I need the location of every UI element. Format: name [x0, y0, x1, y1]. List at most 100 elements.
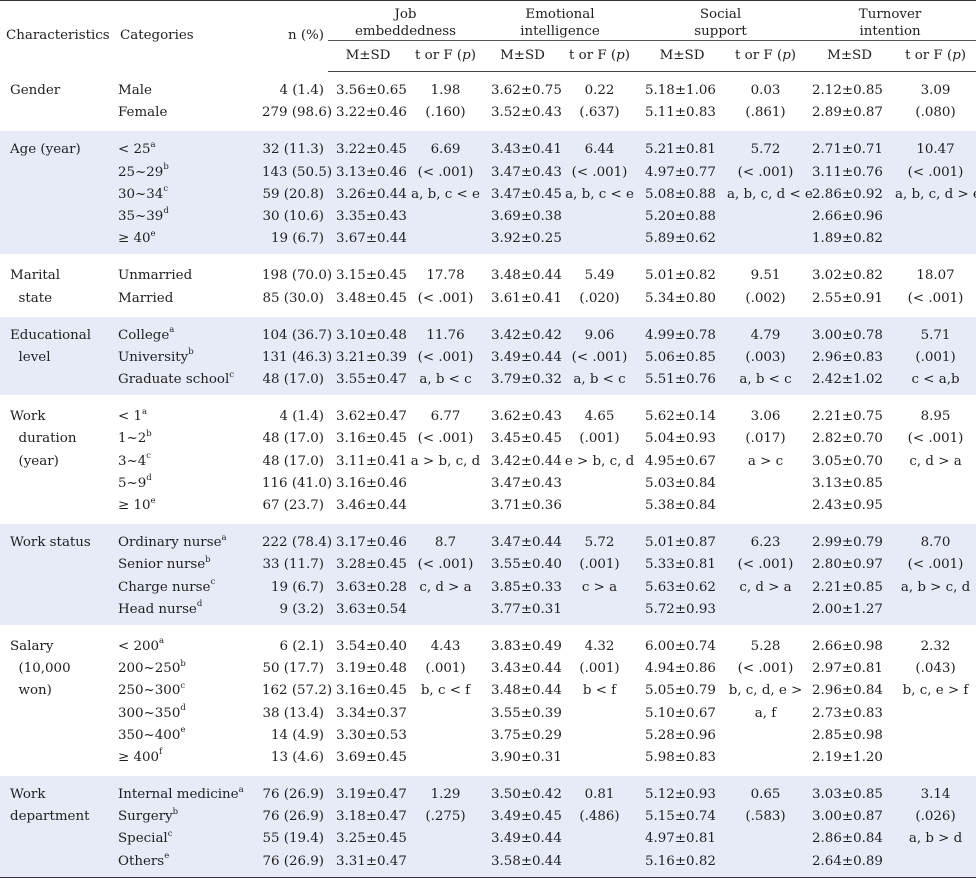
- header-msd-ei: M±SD: [483, 44, 562, 72]
- category-superscript: a: [238, 784, 244, 795]
- job-msd-value: 3.26±0.44: [336, 186, 407, 202]
- ss-msd-value: 4.99±0.78: [645, 327, 716, 343]
- characteristic-label: Work: [10, 409, 46, 425]
- job-tf-cell: 8.7 (< .001) c, d > a: [408, 522, 483, 628]
- ss-tf-value: 5.72: [750, 142, 781, 158]
- ss-msd-value: 5.63±0.62: [645, 579, 716, 595]
- category-superscript: c: [167, 828, 173, 839]
- header-group-ss: Social support: [637, 0, 805, 44]
- job-tf-value: b, c < f: [420, 683, 471, 699]
- n-pct-value: 48 (17.0): [262, 431, 324, 447]
- category-label: Universityb: [118, 347, 262, 369]
- ss-tf-value: (.583): [745, 809, 786, 825]
- ti-msd-value: 3.11±0.76: [812, 164, 883, 180]
- job-tf-value: 4.43: [430, 638, 461, 654]
- ss-msd-value: 5.20±0.88: [645, 208, 716, 224]
- ei-tf-value: 4.32: [584, 638, 615, 654]
- ti-tf-value: 18.07: [916, 268, 955, 284]
- ti-msd-value: 2.43±0.95: [812, 498, 883, 513]
- characteristic-cell: Work department: [0, 774, 114, 878]
- job-tf-value: (.001): [425, 661, 466, 677]
- ei-msd-value: 3.83±0.49: [491, 638, 562, 654]
- header-tf-suffix: ): [960, 48, 967, 63]
- ti-tf-value: b, c, e > f: [902, 683, 969, 699]
- job-msd-value: 3.28±0.45: [336, 557, 407, 573]
- ti-msd-cell: 2.99±0.79 2.80±0.97 2.21±0.85 2.00±1.27: [804, 522, 896, 628]
- category-label: Married: [118, 288, 262, 310]
- ti-tf-value: 8.70: [920, 535, 951, 551]
- category-name: College: [118, 327, 170, 343]
- category-name: 30~34: [118, 186, 164, 202]
- job-msd-value: 3.56±0.65: [336, 83, 407, 98]
- characteristic-label: duration: [10, 431, 77, 447]
- header-tf-p: p: [952, 48, 961, 63]
- category-name: < 1: [118, 409, 142, 425]
- category-label: 5~9d: [118, 473, 262, 495]
- category-superscript: d: [163, 206, 169, 217]
- characteristic-label: won): [10, 683, 52, 699]
- ei-tf-value: (< .001): [571, 349, 628, 365]
- characteristic-cell: Age (year): [0, 129, 114, 258]
- ei-msd-value: 3.85±0.33: [491, 579, 562, 595]
- ei-msd-value: 3.79±0.32: [491, 372, 562, 388]
- category-name: Married: [118, 290, 174, 306]
- ei-tf-value: 0.81: [584, 787, 615, 803]
- ei-msd-value: 3.47±0.45: [491, 186, 562, 202]
- header-tf-suffix: ): [470, 48, 476, 63]
- ei-tf-value: 4.65: [584, 409, 615, 425]
- ti-tf-value: (< .001): [907, 557, 964, 573]
- category-superscript: e: [150, 228, 156, 239]
- category-label: < 25a: [118, 139, 262, 161]
- table-row: Salary (10,000 won) < 200a 200~250b 250~300…: [0, 626, 976, 777]
- characteristic-cell: Work status: [0, 522, 114, 628]
- category-cell: Collegea Universityb Graduate schoolc: [114, 315, 262, 399]
- n-pct-value: 59 (20.8): [262, 186, 324, 202]
- ss-msd-value: 5.21±0.81: [645, 142, 716, 158]
- ti-msd-value: 3.03±0.85: [812, 787, 883, 803]
- n-pct-value: 67 (23.7): [262, 498, 324, 513]
- job-tf-cell: 1.98 (.160): [408, 71, 483, 132]
- header-group-ti-line1: Turnover: [858, 7, 922, 22]
- n-pct-value: 76 (26.9): [262, 853, 324, 869]
- ei-tf-value: 0.22: [584, 83, 615, 98]
- n-pct-value: 30 (10.6): [262, 208, 324, 224]
- ti-msd-value: 2.89±0.87: [812, 105, 883, 121]
- ss-tf-cell: 0.65 (.583): [727, 774, 805, 878]
- ei-msd-value: 3.48±0.44: [491, 683, 562, 699]
- ti-tf-value: (.080): [915, 105, 956, 121]
- ss-tf-cell: 6.23 (< .001) c, d > a: [727, 522, 805, 628]
- category-superscript: e: [164, 851, 170, 862]
- category-name: 5~9: [118, 475, 147, 491]
- ei-tf-value: (.001): [579, 431, 620, 447]
- ei-tf-value: (< .001): [571, 164, 628, 180]
- ti-msd-cell: 2.12±0.85 2.89±0.87: [804, 71, 896, 132]
- category-name: Male: [118, 82, 152, 98]
- ss-msd-value: 5.01±0.87: [645, 535, 716, 551]
- ei-msd-cell: 3.43±0.41 3.47±0.43 3.47±0.45 3.69±0.38 3.92…: [483, 129, 562, 258]
- n-pct-value: 19 (6.7): [270, 231, 324, 247]
- characteristic-label: Salary: [10, 638, 54, 654]
- ei-msd-value: 3.90±0.31: [491, 749, 562, 765]
- ti-msd-value: 3.00±0.78: [812, 327, 883, 343]
- category-superscript: e: [150, 495, 156, 506]
- ti-tf-cell: 18.07 (< .001): [895, 255, 976, 317]
- n-pct-value: 13 (4.6): [270, 749, 324, 765]
- job-msd-value: 3.34±0.37: [336, 705, 407, 721]
- ti-tf-value: (< .001): [907, 290, 964, 306]
- ss-tf-value: (.017): [745, 431, 786, 447]
- category-superscript: b: [188, 347, 194, 358]
- ei-msd-value: 3.47±0.43: [491, 164, 562, 180]
- ss-tf-value: (.003): [745, 349, 786, 365]
- category-superscript: c: [210, 577, 216, 588]
- ss-msd-value: 5.10±0.67: [645, 705, 716, 721]
- n-pct-value: 198 (70.0): [262, 268, 333, 284]
- ti-msd-value: 2.55±0.91: [812, 290, 883, 306]
- ei-tf-cell: 5.72 (.001) c > a: [562, 522, 638, 628]
- ti-msd-value: 2.96±0.84: [812, 683, 883, 699]
- ti-msd-value: 2.66±0.98: [812, 638, 883, 654]
- header-tf-ss: t or F (p): [727, 44, 805, 72]
- category-label: Surgeryb: [118, 806, 262, 828]
- ss-msd-cell: 5.01±0.82 5.34±0.80: [637, 255, 728, 317]
- ei-tf-value: 5.72: [584, 535, 615, 551]
- ei-tf-value: e > b, c, d: [564, 453, 635, 469]
